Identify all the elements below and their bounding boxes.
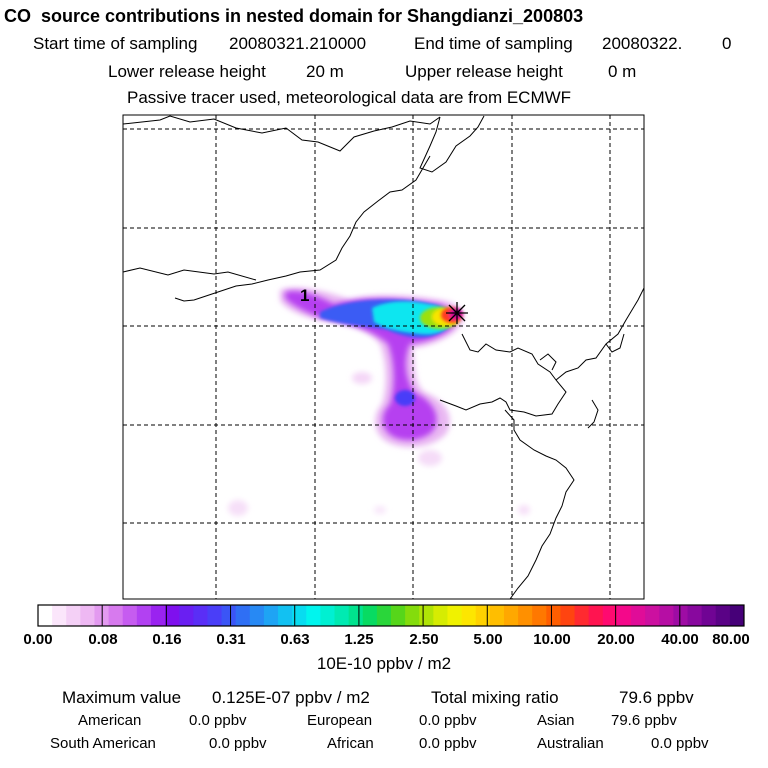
- max-value-label: Maximum value: [62, 688, 182, 707]
- colorbar-cell: [560, 605, 576, 626]
- colorbar-cell: [532, 605, 547, 626]
- region-value: 0.0 ppbv: [209, 735, 267, 752]
- region-name: African: [327, 735, 374, 752]
- region-name: Asian: [537, 712, 575, 729]
- colorbar-cell: [362, 605, 378, 626]
- upper-height-label: Upper release height: [405, 62, 563, 81]
- lower-height-value: 20 m: [306, 62, 344, 81]
- colorbar-cell: [673, 605, 689, 626]
- asterisk-icon: [446, 302, 468, 324]
- colorbar-cell: [475, 605, 491, 626]
- colorbar-cell: [292, 605, 307, 626]
- colorbar-cell: [221, 605, 237, 626]
- colorbar-cell: [433, 605, 448, 626]
- colorbar-cell: [334, 605, 350, 626]
- end-time-value: 20080322.: [602, 34, 683, 53]
- map-frame: [122, 114, 645, 600]
- colorbar-cell: [150, 605, 166, 626]
- colorbar-cell: [38, 605, 53, 626]
- colorbar-cell: [461, 605, 477, 626]
- colorbar-cell: [376, 605, 392, 626]
- colorbar-cell: [193, 605, 208, 626]
- source-region-marker: 1: [300, 286, 310, 305]
- region-value: 0.0 ppbv: [651, 735, 709, 752]
- colorbar-cell: [179, 605, 194, 626]
- colorbar: [37, 605, 745, 626]
- colorbar-frame: [37, 604, 745, 627]
- colorbar-label: 0.16: [152, 631, 182, 648]
- region-name: South American: [50, 735, 156, 752]
- colorbar-cell: [503, 605, 519, 626]
- region-name: Australian: [537, 735, 604, 752]
- colorbar-cell: [687, 605, 703, 626]
- colorbar-cell: [419, 605, 434, 626]
- colorbar-label: 0.00: [23, 631, 53, 648]
- colorbar-cell: [602, 605, 618, 626]
- colorbar-cell: [489, 605, 505, 626]
- colorbar-label: 0.63: [280, 631, 310, 648]
- colorbar-unit: 10E-10 ppbv / m2: [316, 654, 452, 673]
- colorbar-cell: [616, 605, 632, 626]
- lower-height-label: Lower release height: [108, 62, 266, 81]
- colorbar-cell: [122, 605, 138, 626]
- colorbar-cell: [447, 605, 463, 626]
- total-mixing-value: 79.6 ppbv: [619, 688, 694, 707]
- colorbar-label: 1.25: [344, 631, 374, 648]
- colorbar-cell: [278, 605, 293, 626]
- colorbar-cell: [320, 605, 336, 626]
- plot-title: CO source contributions in nested domain…: [4, 6, 584, 26]
- colorbar-cell: [207, 605, 223, 626]
- colorbar-cell: [263, 605, 279, 626]
- colorbar-cell: [659, 605, 674, 626]
- colorbar-cell: [588, 605, 604, 626]
- end-time-label: End time of sampling: [414, 34, 573, 53]
- colorbar-cell: [136, 605, 152, 626]
- total-mixing-label: Total mixing ratio: [431, 688, 559, 707]
- colorbar-cell: [235, 605, 251, 626]
- tracer-note: Passive tracer used, meteorological data…: [127, 88, 572, 107]
- colorbar-label: 10.00: [533, 631, 571, 648]
- colorbar-label: 80.00: [712, 631, 750, 648]
- coastlines: [123, 115, 644, 599]
- colorbar-cell: [645, 605, 660, 626]
- colorbar-cell: [546, 605, 561, 626]
- region-value: 0.0 ppbv: [189, 712, 247, 729]
- end-time-suffix: 0: [722, 34, 732, 53]
- colorbar-cell: [165, 605, 180, 626]
- colorbar-cell: [108, 605, 124, 626]
- colorbar-cell: [405, 605, 420, 626]
- max-value: 0.125E-07 ppbv / m2: [212, 688, 370, 707]
- colorbar-cell: [518, 605, 533, 626]
- colorbar-cell: [249, 605, 265, 626]
- region-value: 0.0 ppbv: [419, 712, 477, 729]
- colorbar-label: 0.08: [88, 631, 118, 648]
- colorbar-label: 40.00: [661, 631, 699, 648]
- upper-height-value: 0 m: [608, 62, 637, 81]
- colorbar-label: 0.31: [216, 631, 246, 648]
- colorbar-cell: [66, 605, 81, 626]
- region-name: American: [78, 712, 142, 729]
- colorbar-label: 2.50: [409, 631, 439, 648]
- region-value: 0.0 ppbv: [419, 735, 477, 752]
- start-time-value: 20080321.210000: [229, 34, 367, 53]
- colorbar-cell: [348, 605, 364, 626]
- colorbar-label: 5.00: [473, 631, 503, 648]
- colorbar-cell: [631, 605, 646, 626]
- colorbar-cell: [729, 605, 745, 626]
- graticule: [123, 115, 644, 599]
- colorbar-label: 20.00: [597, 631, 635, 648]
- colorbar-cell: [391, 605, 406, 626]
- colorbar-cell: [715, 605, 731, 626]
- colorbar-cell: [701, 605, 717, 626]
- colorbar-cell: [52, 605, 67, 626]
- colorbar-cell: [80, 605, 95, 626]
- colorbar-cell: [574, 605, 590, 626]
- colorbar-cell: [306, 605, 321, 626]
- region-value: 79.6 ppbv: [611, 712, 677, 729]
- region-name: European: [307, 712, 373, 729]
- start-time-label: Start time of sampling: [33, 34, 198, 53]
